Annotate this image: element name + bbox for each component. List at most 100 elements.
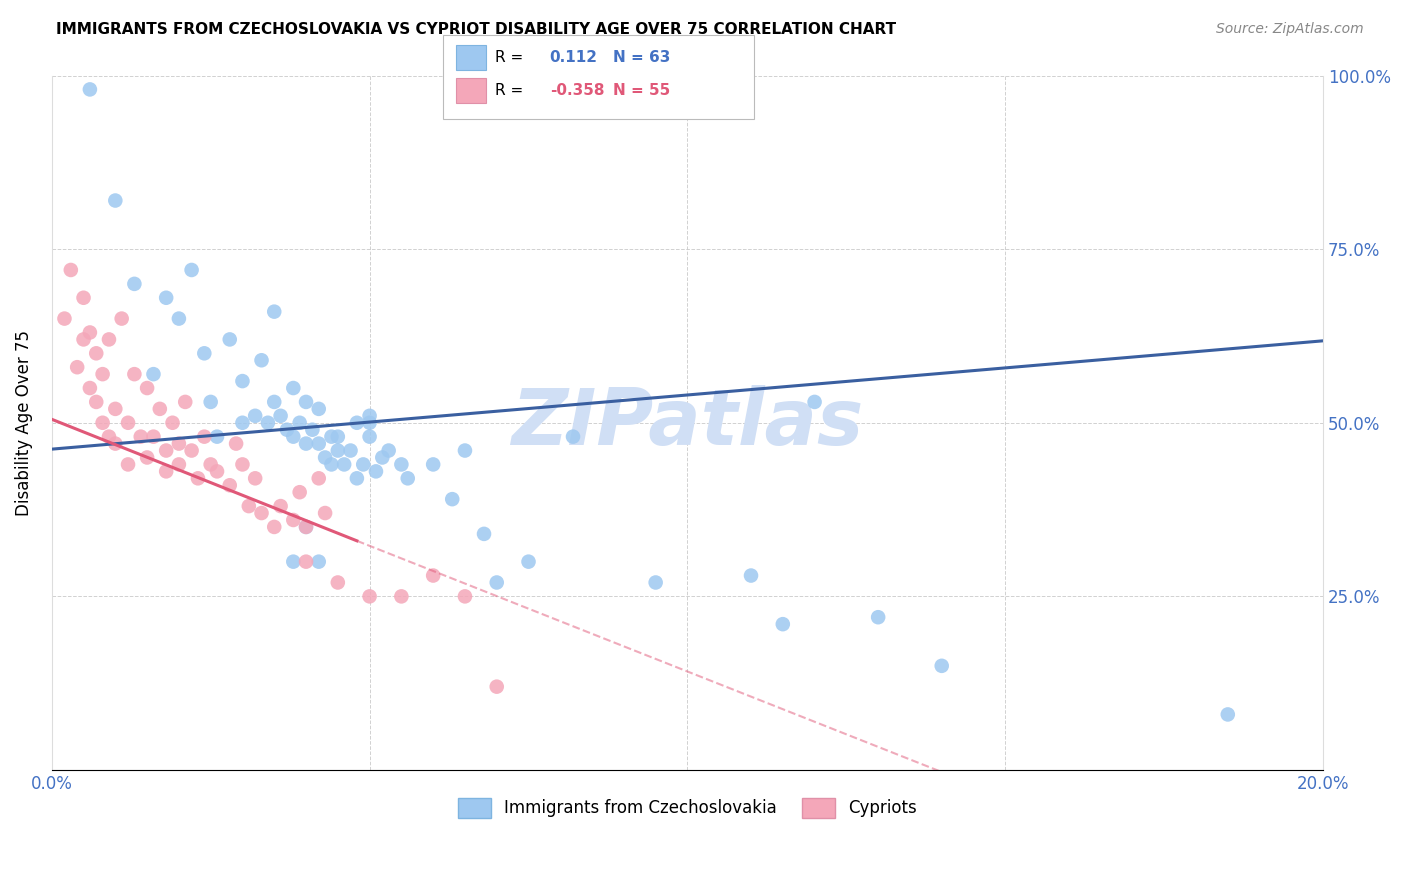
Point (200, 395, 222, 409)
Point (295, 520, 318, 534)
Point (263, 395, 285, 409)
Point (740, 568, 762, 582)
Point (346, 471, 368, 485)
Point (308, 401, 330, 416)
Point (180, 443, 202, 458)
Point (321, 458, 343, 472)
Point (193, 430, 215, 444)
Point (231, 458, 253, 472)
Point (250, 353, 273, 368)
Point (454, 443, 477, 458)
Legend: Immigrants from Czechoslovakia, Cypriots: Immigrants from Czechoslovakia, Cypriots (451, 791, 924, 824)
Point (485, 575, 508, 590)
Text: N = 55: N = 55 (613, 84, 671, 98)
Point (301, 423, 323, 437)
Point (308, 555, 330, 569)
Text: -0.358: -0.358 (550, 84, 605, 98)
Point (142, 367, 165, 381)
Point (263, 520, 285, 534)
Point (283, 430, 305, 444)
Point (136, 450, 159, 465)
Point (72, 291, 94, 305)
Text: N = 63: N = 63 (613, 50, 671, 64)
Point (180, 263, 202, 277)
Point (308, 471, 330, 485)
Y-axis label: Disability Age Over 75: Disability Age Over 75 (15, 330, 32, 516)
Point (97, 333, 120, 347)
Point (129, 430, 152, 444)
Point (422, 458, 444, 472)
Point (97, 430, 120, 444)
Point (803, 395, 825, 409)
Point (104, 194, 127, 208)
Point (225, 436, 247, 450)
Point (174, 395, 197, 409)
Point (1216, 707, 1239, 722)
Point (162, 416, 184, 430)
Text: Source: ZipAtlas.com: Source: ZipAtlas.com (1216, 22, 1364, 37)
Point (79, 381, 101, 395)
Point (283, 555, 305, 569)
Point (389, 458, 412, 472)
Point (66, 360, 89, 375)
Point (333, 458, 356, 472)
Point (346, 416, 368, 430)
Point (377, 443, 399, 458)
Point (257, 416, 280, 430)
Point (288, 416, 311, 430)
Point (441, 492, 464, 507)
Point (193, 346, 215, 360)
Point (295, 395, 318, 409)
Point (321, 430, 343, 444)
Point (314, 506, 336, 520)
Point (339, 443, 361, 458)
Point (314, 450, 336, 465)
Point (263, 304, 285, 318)
Point (200, 458, 222, 472)
Point (231, 416, 253, 430)
Point (53, 311, 76, 326)
Point (868, 610, 890, 624)
Point (155, 443, 177, 458)
Point (371, 450, 394, 465)
Point (283, 513, 305, 527)
Point (472, 527, 495, 541)
Point (72, 333, 94, 347)
Point (218, 478, 240, 492)
Point (111, 311, 134, 326)
Point (142, 430, 165, 444)
Point (389, 590, 412, 604)
Point (243, 471, 266, 485)
Point (117, 458, 139, 472)
Point (288, 485, 311, 500)
Point (104, 436, 127, 450)
Point (326, 430, 349, 444)
Point (359, 409, 381, 423)
Point (167, 458, 190, 472)
Point (295, 436, 318, 450)
Point (283, 381, 305, 395)
Point (422, 568, 444, 582)
Text: IMMIGRANTS FROM CZECHOSLOVAKIA VS CYPRIOT DISABILITY AGE OVER 75 CORRELATION CHA: IMMIGRANTS FROM CZECHOSLOVAKIA VS CYPRIO… (56, 22, 897, 37)
Point (562, 430, 585, 444)
Point (136, 381, 159, 395)
Point (295, 555, 318, 569)
Point (644, 575, 666, 590)
Point (205, 464, 228, 478)
Point (104, 401, 127, 416)
Point (359, 430, 381, 444)
Point (517, 555, 540, 569)
Point (250, 506, 273, 520)
Point (359, 590, 381, 604)
Point (359, 416, 381, 430)
Point (205, 430, 228, 444)
Point (124, 277, 146, 291)
Point (59, 263, 82, 277)
Point (149, 401, 172, 416)
Point (84, 346, 107, 360)
Point (155, 464, 177, 478)
Point (218, 333, 240, 347)
Point (79, 326, 101, 340)
Point (84, 395, 107, 409)
Point (270, 499, 292, 513)
